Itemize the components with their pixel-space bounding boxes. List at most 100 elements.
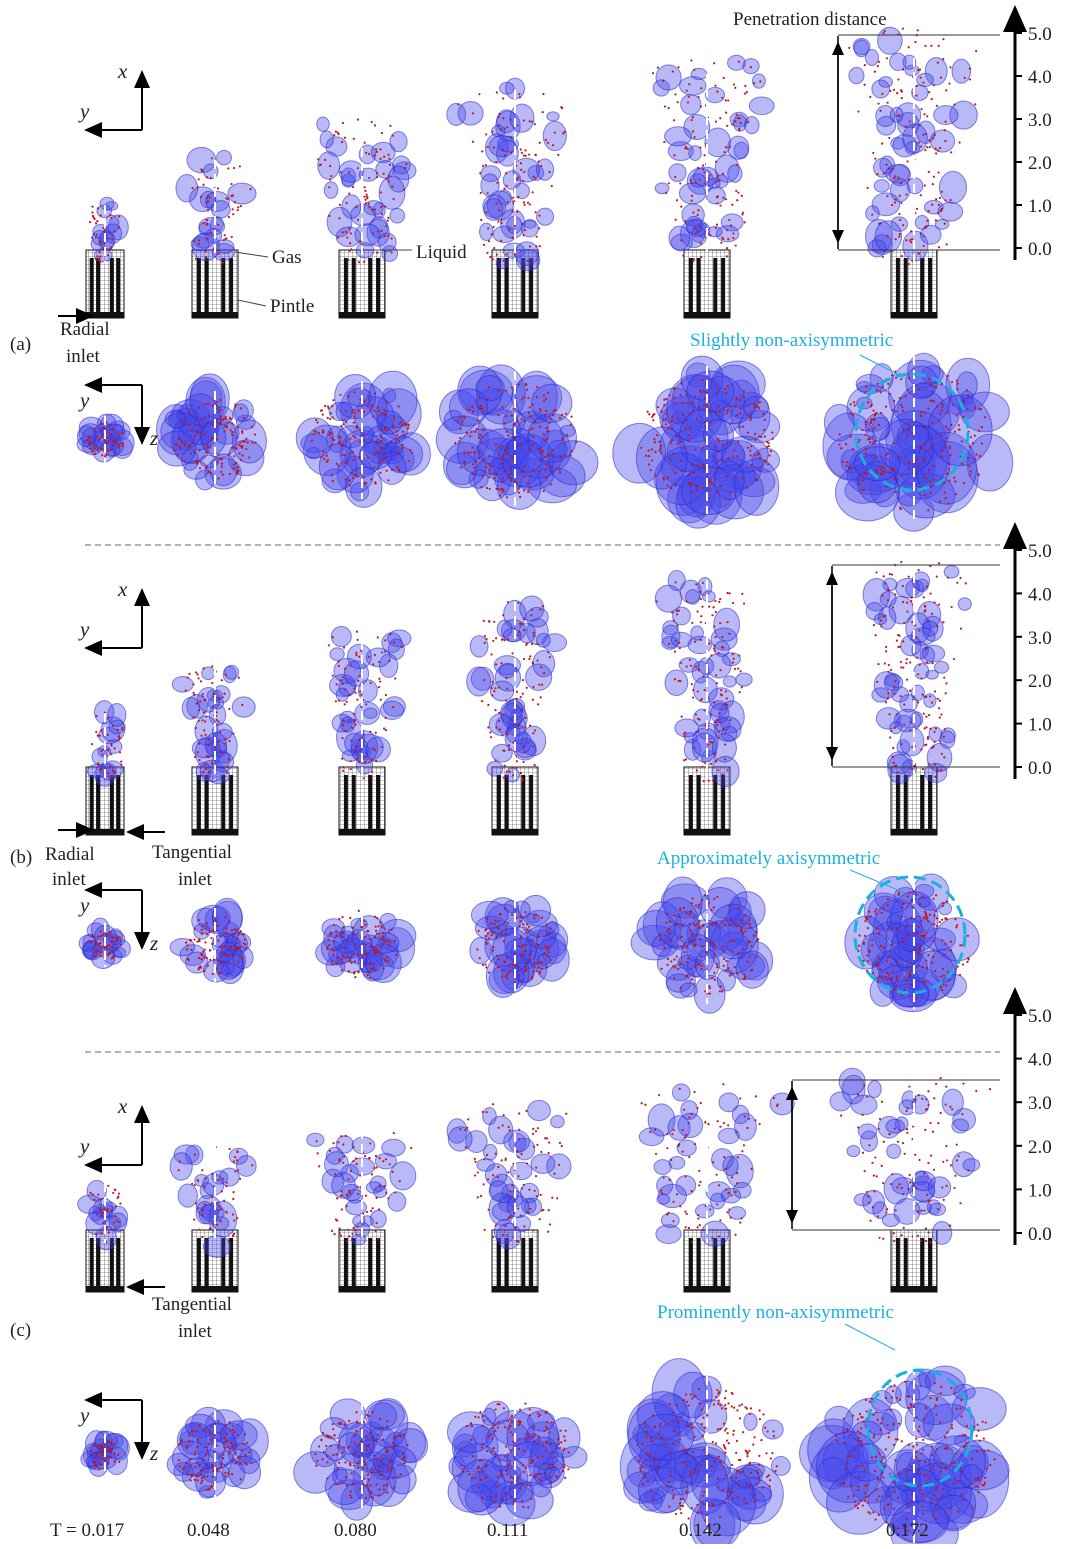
- droplet: [729, 924, 731, 926]
- droplet: [665, 423, 667, 425]
- gas-blob: [225, 665, 239, 679]
- droplet: [714, 979, 716, 981]
- droplet: [503, 639, 505, 641]
- droplet: [916, 656, 918, 658]
- droplet: [342, 955, 344, 957]
- droplet: [519, 920, 521, 922]
- droplet: [509, 1418, 511, 1420]
- droplet: [906, 925, 908, 927]
- droplet: [495, 444, 497, 446]
- droplet: [480, 408, 482, 410]
- droplet: [739, 670, 741, 672]
- droplet: [507, 1427, 509, 1429]
- droplet: [389, 125, 391, 127]
- droplet: [499, 728, 501, 730]
- droplet: [533, 1146, 535, 1148]
- droplet: [97, 949, 99, 951]
- droplet: [510, 152, 512, 154]
- droplet: [251, 1462, 253, 1464]
- droplet: [533, 635, 535, 637]
- droplet: [505, 1225, 507, 1227]
- droplet: [197, 751, 199, 753]
- droplet: [684, 147, 686, 149]
- droplet: [520, 148, 522, 150]
- droplet: [497, 220, 499, 222]
- droplet: [109, 766, 111, 768]
- droplet: [659, 933, 661, 935]
- gas-blob: [744, 117, 759, 134]
- droplet: [401, 444, 403, 446]
- droplet: [367, 974, 369, 976]
- droplet: [938, 204, 940, 206]
- droplet: [525, 384, 527, 386]
- droplet: [872, 972, 874, 974]
- gas-blob: [210, 454, 237, 486]
- gas-blob: [345, 733, 364, 753]
- droplet: [210, 177, 212, 179]
- droplet: [534, 1433, 536, 1435]
- droplet: [195, 727, 197, 729]
- droplet: [532, 686, 534, 688]
- droplet: [234, 201, 236, 203]
- droplet: [544, 469, 546, 471]
- droplet: [899, 233, 901, 235]
- gas-blob: [201, 422, 226, 455]
- gas-blob: [237, 1156, 257, 1177]
- droplet: [547, 392, 549, 394]
- droplet: [356, 474, 358, 476]
- droplet: [220, 409, 222, 411]
- droplet: [744, 930, 746, 932]
- droplet: [108, 1456, 110, 1458]
- gas-blob: [853, 39, 870, 55]
- droplet: [342, 916, 344, 918]
- droplet: [112, 428, 114, 430]
- droplet: [321, 456, 323, 458]
- droplet: [323, 458, 325, 460]
- droplet: [672, 965, 674, 967]
- droplet: [936, 917, 938, 919]
- droplet: [364, 190, 366, 192]
- droplet: [685, 419, 687, 421]
- nozzle-bar: [713, 258, 717, 318]
- gas-blob: [449, 389, 487, 426]
- droplet: [121, 728, 123, 730]
- droplet: [900, 695, 902, 697]
- droplet: [895, 410, 897, 412]
- droplet: [99, 438, 101, 440]
- droplet: [907, 895, 909, 897]
- droplet: [235, 1462, 237, 1464]
- droplet: [866, 473, 868, 475]
- droplet: [729, 492, 731, 494]
- gas-blob: [501, 703, 522, 728]
- droplet: [349, 484, 351, 486]
- droplet: [529, 415, 531, 417]
- droplet: [196, 702, 198, 704]
- droplet: [920, 411, 922, 413]
- droplet: [737, 952, 739, 954]
- droplet: [683, 733, 685, 735]
- droplet: [542, 1209, 544, 1211]
- droplet: [88, 940, 90, 942]
- droplet: [714, 85, 716, 87]
- droplet: [923, 596, 925, 598]
- droplet: [867, 960, 869, 962]
- droplet: [381, 926, 383, 928]
- nozzle-bar: [721, 258, 725, 318]
- droplet: [341, 454, 343, 456]
- droplet: [669, 459, 671, 461]
- droplet: [846, 461, 848, 463]
- droplet: [496, 91, 498, 93]
- droplet: [722, 173, 724, 175]
- droplet: [737, 441, 739, 443]
- droplet: [557, 154, 559, 156]
- droplet: [109, 214, 111, 216]
- droplet: [750, 969, 752, 971]
- droplet: [925, 477, 927, 479]
- droplet: [889, 954, 891, 956]
- droplet: [863, 472, 865, 474]
- droplet: [716, 966, 718, 968]
- spray: [845, 874, 979, 1012]
- droplet: [491, 694, 493, 696]
- droplet: [537, 1412, 539, 1414]
- droplet: [183, 1466, 185, 1468]
